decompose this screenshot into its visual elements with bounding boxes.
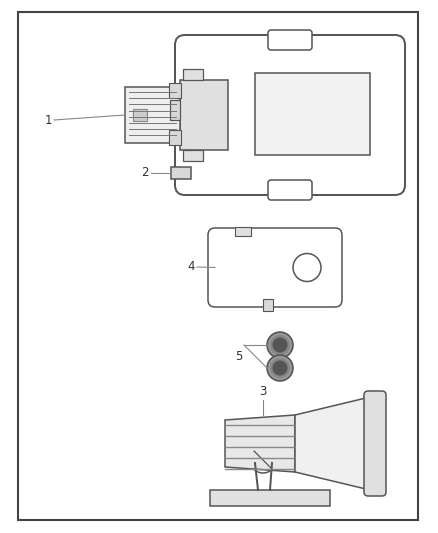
- FancyBboxPatch shape: [364, 391, 386, 496]
- Polygon shape: [295, 397, 370, 490]
- Circle shape: [267, 332, 293, 358]
- Text: 5: 5: [235, 350, 242, 362]
- Circle shape: [273, 338, 287, 352]
- Bar: [183, 150, 203, 161]
- Bar: [169, 83, 181, 98]
- Bar: [169, 130, 181, 145]
- Text: 3: 3: [259, 385, 267, 398]
- Bar: [133, 109, 147, 121]
- Circle shape: [293, 254, 321, 281]
- Bar: [183, 69, 203, 80]
- Text: 4: 4: [187, 261, 195, 273]
- Text: 1: 1: [45, 114, 52, 126]
- Bar: [171, 167, 191, 179]
- Circle shape: [250, 447, 276, 473]
- Text: 2: 2: [141, 166, 149, 180]
- Circle shape: [267, 355, 293, 381]
- Bar: [255, 73, 370, 155]
- Bar: [170, 100, 180, 120]
- Circle shape: [273, 361, 287, 375]
- Bar: [125, 87, 180, 143]
- FancyBboxPatch shape: [268, 30, 312, 50]
- Polygon shape: [225, 415, 295, 472]
- Bar: [180, 80, 228, 150]
- Bar: [263, 299, 273, 311]
- Bar: [210, 490, 330, 506]
- Bar: [235, 227, 251, 236]
- FancyBboxPatch shape: [208, 228, 342, 307]
- FancyBboxPatch shape: [175, 35, 405, 195]
- FancyBboxPatch shape: [268, 180, 312, 200]
